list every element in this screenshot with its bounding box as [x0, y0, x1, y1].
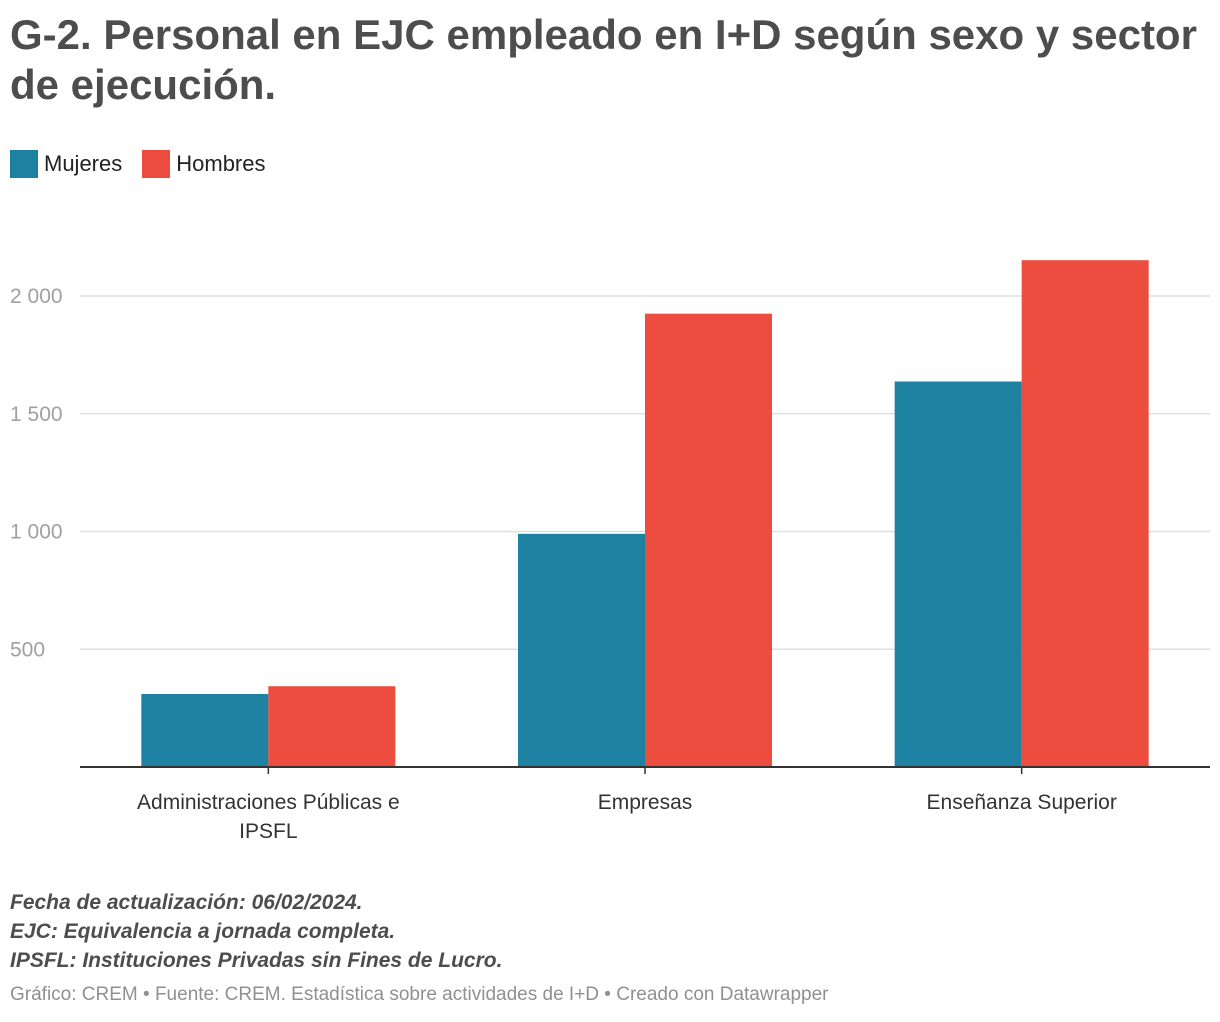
- y-tick-label-1500: 1 500: [10, 403, 63, 426]
- legend-swatch-mujeres: [10, 150, 38, 178]
- note-ipsfl: IPSFL: Instituciones Privadas sin Fines …: [10, 949, 503, 972]
- note-ejc: EJC: Equivalencia a jornada completa.: [10, 920, 396, 943]
- bar-mujeres-2: [894, 381, 1022, 767]
- bar-hombres-0: [268, 686, 396, 767]
- x-category-label-0-1: IPSFL: [239, 820, 297, 843]
- chart-title: G-2. Personal en EJC empleado en I+D seg…: [10, 11, 1197, 108]
- credit-line: Gráfico: CREM • Fuente: CREM. Estadístic…: [10, 984, 829, 1005]
- bar-hombres-2: [1021, 260, 1149, 767]
- x-category-label-0-0: Administraciones Públicas e: [137, 791, 400, 814]
- legend-item-mujeres: Mujeres: [10, 150, 122, 178]
- x-category-label-2-0: Enseñanza Superior: [927, 791, 1117, 814]
- bar-hombres-1: [645, 313, 772, 767]
- footnotes: Fecha de actualización: 06/02/2024. EJC:…: [10, 888, 502, 975]
- legend: Mujeres Hombres: [10, 150, 286, 178]
- note-update-date: Fecha de actualización: 06/02/2024.: [10, 891, 363, 914]
- bar-mujeres-1: [518, 533, 645, 767]
- y-tick-label-500: 500: [10, 638, 45, 661]
- y-tick-label-1000: 1 000: [10, 521, 63, 544]
- y-tick-label-2000: 2 000: [10, 285, 63, 308]
- legend-label-mujeres: Mujeres: [44, 151, 123, 176]
- x-category-label-1-0: Empresas: [598, 791, 693, 814]
- legend-label-hombres: Hombres: [176, 151, 266, 176]
- bar-mujeres-0: [141, 693, 269, 767]
- bar-chart: 500 1 000 1 500 2 000 Administraciones Públi…: [10, 260, 1210, 843]
- legend-item-hombres: Hombres: [142, 150, 266, 178]
- legend-swatch-hombres: [142, 150, 171, 178]
